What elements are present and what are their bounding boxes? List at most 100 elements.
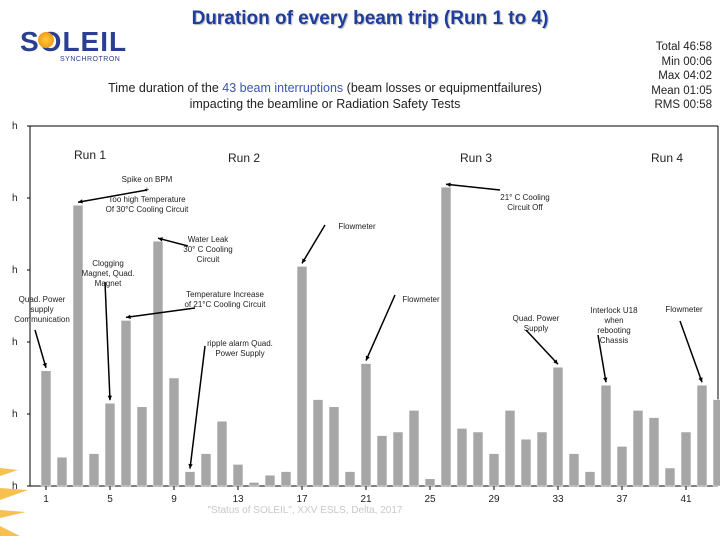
annotation-text: Clogging — [92, 259, 124, 268]
x-tick-label: 5 — [107, 494, 113, 505]
run-label: Run 4 — [651, 151, 683, 165]
bar — [552, 366, 564, 487]
annotation-arrowhead — [158, 237, 163, 242]
annotation-text: ripple alarm Quad. — [207, 339, 273, 348]
run-label: Run 3 — [460, 151, 492, 165]
bar — [504, 410, 516, 487]
annotation-text: Of 30°C Cooling Circuit — [106, 205, 190, 214]
annotation-arrow-line — [301, 224, 326, 264]
annotation-text: 21° C Cooling — [500, 193, 549, 202]
y-tick-label: h — [12, 409, 18, 420]
annotation-text: 30° C Cooling — [183, 245, 232, 254]
x-tick-label: 29 — [488, 494, 500, 505]
bar — [152, 240, 164, 487]
subtitle-text-2: (beam losses or equipmentfailures) — [343, 81, 542, 95]
annotation-text: Quad. Power — [513, 314, 560, 323]
annotation-text: Interlock U18 — [590, 306, 638, 315]
annotation-arrowhead — [42, 362, 47, 368]
x-tick-label: 9 — [171, 494, 177, 505]
bar — [472, 431, 484, 487]
annotation-arrow-line — [125, 307, 196, 319]
chart-subtitle: Time duration of the 43 beam interruptio… — [40, 80, 610, 112]
x-tick-label: 13 — [232, 494, 244, 505]
x-tick-label: 21 — [360, 494, 372, 505]
bar — [584, 471, 596, 487]
subtitle-highlight: 43 beam interruptions — [222, 81, 344, 95]
x-tick-label: 41 — [680, 494, 692, 505]
annotation-arrowhead — [188, 463, 193, 469]
subtitle-text-1: Time duration of the — [108, 81, 223, 95]
bar — [280, 471, 292, 487]
annotation-text: Too high Temperature — [108, 195, 186, 204]
bar — [344, 471, 356, 487]
stat-rms: RMS 00:58 — [654, 99, 712, 111]
annotation-text: Supply — [524, 324, 548, 333]
annotation-text: rebooting — [597, 326, 630, 335]
annotation-text: Magnet — [95, 279, 122, 288]
bar — [40, 370, 52, 487]
annotation-text: Magnet, Quad. — [82, 269, 135, 278]
run-label: Run 2 — [228, 151, 260, 165]
bar — [104, 402, 116, 487]
y-tick-label: h — [12, 337, 18, 348]
bar — [600, 384, 612, 487]
annotation-text: Water Leak — [188, 235, 230, 244]
y-tick-label: h — [12, 481, 18, 492]
bar — [312, 399, 324, 487]
annotation-text: Flowmeter — [402, 295, 440, 304]
annotation-arrowhead — [78, 199, 83, 204]
subtitle-line-2: impacting the beamline or Radiation Safe… — [189, 97, 461, 111]
annotation-arrowhead — [302, 258, 307, 264]
annotation-text: when — [603, 316, 623, 325]
annotation-text: of 21°C Cooling Circuit — [184, 300, 266, 309]
annotation-arrow-line — [365, 294, 396, 361]
annotation-text: Communication — [14, 315, 70, 324]
footer-citation: "Status of SOLEIL", XXV ESLS, Delta, 201… — [207, 505, 403, 516]
annotation-arrowhead — [553, 359, 558, 365]
bar — [216, 420, 228, 487]
y-tick-label: h — [12, 121, 18, 132]
bar — [664, 467, 676, 487]
annotation-arrow-line — [597, 334, 607, 383]
bar — [440, 186, 452, 487]
bar — [696, 384, 708, 487]
stat-max: Max 04:02 — [658, 70, 712, 82]
bar — [168, 377, 180, 487]
run-label: Run 1 — [74, 148, 106, 162]
bar — [408, 410, 420, 487]
bar — [520, 438, 532, 487]
annotation-arrowhead — [365, 355, 370, 361]
annotation-text: supply — [30, 305, 53, 314]
bar — [328, 406, 340, 487]
y-tick-label: h — [12, 193, 18, 204]
bar — [248, 482, 260, 487]
annotation-arrow-line — [34, 329, 47, 369]
annotation-arrow-line — [157, 237, 189, 247]
annotation-text: Circuit — [197, 255, 220, 264]
stat-total: Total 46:58 — [655, 41, 712, 53]
bar — [392, 431, 404, 487]
x-tick-label: 25 — [424, 494, 436, 505]
bar — [56, 456, 68, 487]
bar — [72, 204, 84, 487]
bar — [424, 478, 436, 487]
annotation-text: Temperature Increase — [186, 290, 264, 299]
logo-wordmark: SOLEIL — [20, 26, 128, 57]
bar — [712, 399, 720, 487]
annotation-arrow-line — [525, 329, 559, 365]
annotation-arrowhead — [126, 314, 131, 319]
bar — [120, 320, 132, 487]
bar — [232, 464, 244, 487]
chart-title: Duration of every beam trip (Run 1 to 4) — [191, 8, 549, 29]
logo-subtitle: SYNCHROTRON — [60, 56, 121, 63]
soleil-logo: SOLEIL SYNCHROTRON — [20, 22, 130, 66]
annotation-arrowhead — [107, 395, 112, 401]
sun-icon — [38, 32, 54, 48]
annotation-text: Spike on BPM — [122, 175, 173, 184]
annotation-arrow-line — [679, 320, 703, 383]
sun-rays-decoration — [0, 468, 28, 536]
bar — [632, 410, 644, 487]
bar — [648, 417, 660, 487]
stats-panel: Total 46:58 Min 00:06 Max 04:02 Mean 01:… — [592, 40, 712, 113]
bar — [360, 363, 372, 487]
